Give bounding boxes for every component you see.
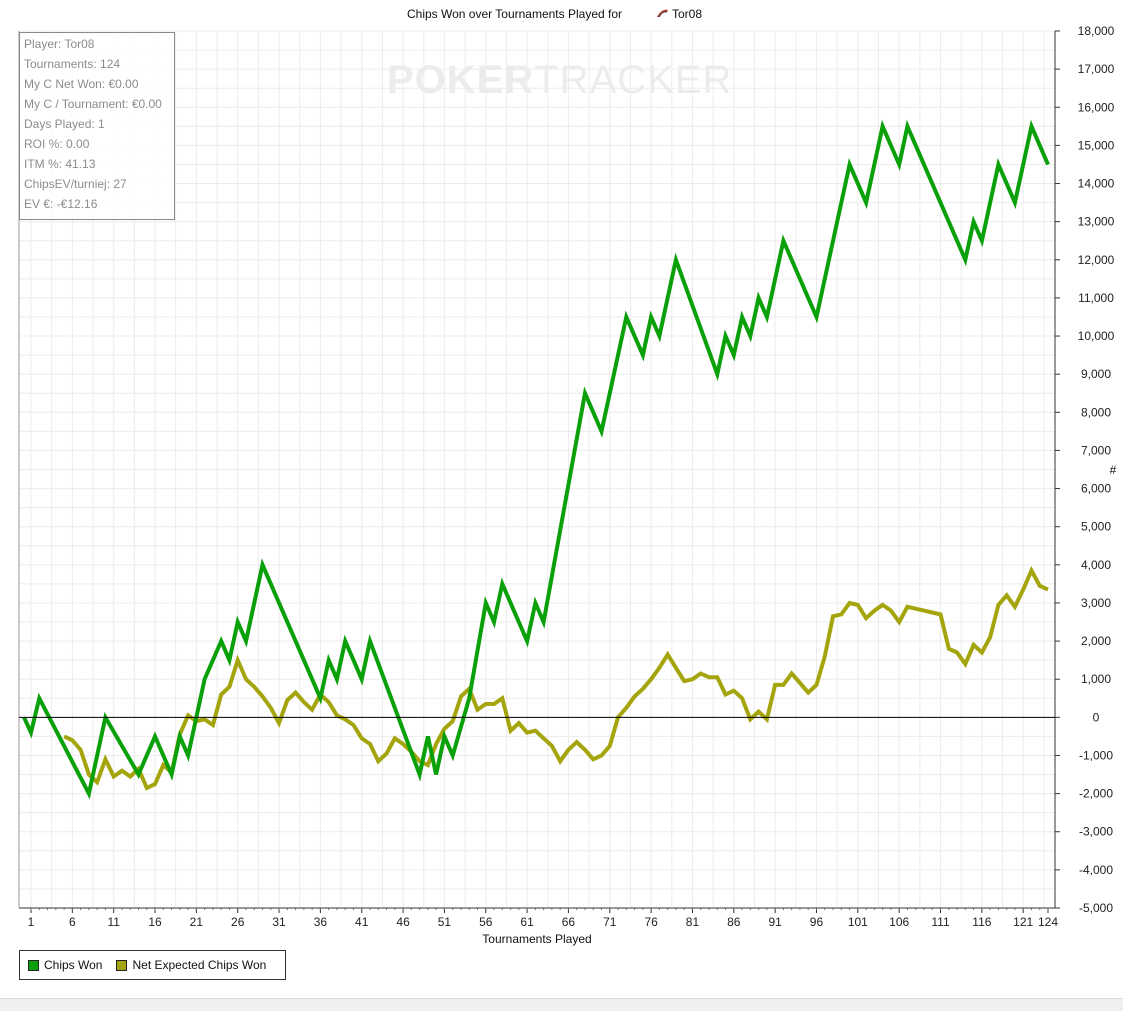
y-tick-label: -2,000 xyxy=(1079,787,1113,801)
y-tick-label: 13,000 xyxy=(1078,215,1115,229)
legend-swatch-chips-won xyxy=(28,959,39,971)
x-tick-label: 116 xyxy=(972,915,991,929)
x-tick-label: 1 xyxy=(28,915,35,929)
x-tick-label: 76 xyxy=(644,915,658,929)
stat-days-played: Days Played: 1 xyxy=(24,117,105,131)
y-tick-label: 14,000 xyxy=(1078,177,1115,191)
y-tick-label: -5,000 xyxy=(1079,901,1113,915)
legend-label-net-expected: Net Expected Chips Won xyxy=(132,958,267,972)
x-axis-label: Tournaments Played xyxy=(482,932,591,946)
x-tick-label: 16 xyxy=(148,915,162,929)
y-tick-label: -1,000 xyxy=(1079,748,1113,762)
y-tick-label: 17,000 xyxy=(1078,62,1115,76)
stats-box: Player: Tor08 Tournaments: 124 My C Net … xyxy=(19,32,175,220)
stat-chips-ev: ChipsEV/turniej: 27 xyxy=(24,177,127,191)
stat-per-tournament: My C / Tournament: €0.00 xyxy=(24,97,162,111)
y-tick-label: 8,000 xyxy=(1081,405,1111,419)
x-tick-label: 41 xyxy=(355,915,369,929)
x-tick-label: 124 xyxy=(1038,915,1058,929)
legend-item-chips-won[interactable]: Chips Won xyxy=(28,958,102,972)
y-tick-label: 7,000 xyxy=(1081,443,1111,457)
x-tick-label: 21 xyxy=(190,915,204,929)
pokertracker-watermark: POKERTRACKER xyxy=(387,58,732,103)
legend: Chips Won Net Expected Chips Won xyxy=(19,950,286,980)
x-tick-label: 31 xyxy=(272,915,286,929)
watermark-right: TRACKER xyxy=(534,58,733,102)
chart-title-text: Chips Won over Tournaments Played for xyxy=(407,7,622,21)
x-tick-label: 56 xyxy=(479,915,493,929)
legend-swatch-net-expected xyxy=(116,959,128,971)
y-tick-label: 1,000 xyxy=(1081,672,1111,686)
y-tick-label: 3,000 xyxy=(1081,596,1111,610)
axes: 1 6 11 16 21 26 31 36 41 46 51 56 61 66 71 76 81 86 91 96 10… xyxy=(18,24,1115,929)
stat-itm: ITM %: 41.13 xyxy=(24,157,96,171)
x-tick-label: 81 xyxy=(686,915,700,929)
y-tick-label: 15,000 xyxy=(1078,138,1115,152)
x-tick-label: 36 xyxy=(314,915,328,929)
series-lines xyxy=(22,119,1050,800)
y-tick-label: -4,000 xyxy=(1079,863,1113,877)
x-tick-label: 106 xyxy=(889,915,909,929)
y-tick-label: 9,000 xyxy=(1081,367,1111,381)
y-tick-label: 4,000 xyxy=(1081,558,1111,572)
y-tick-label: 2,000 xyxy=(1081,634,1111,648)
y-tick-label: 12,000 xyxy=(1078,253,1115,267)
x-tick-label: 26 xyxy=(231,915,245,929)
x-tick-label: 96 xyxy=(810,915,824,929)
y-tick-label: -3,000 xyxy=(1079,825,1113,839)
x-tick-label: 6 xyxy=(69,915,76,929)
x-tick-label: 71 xyxy=(603,915,617,929)
x-tick-label: 101 xyxy=(848,915,868,929)
y-tick-label: 6,000 xyxy=(1081,482,1111,496)
legend-label-chips-won: Chips Won xyxy=(44,958,103,972)
legend-item-net-expected[interactable]: Net Expected Chips Won xyxy=(116,958,266,972)
y-tick-label: 18,000 xyxy=(1078,24,1115,38)
series-line-chips-won xyxy=(22,119,1050,800)
x-tick-label: 111 xyxy=(931,915,950,929)
x-tick-label: 91 xyxy=(768,915,782,929)
status-strip xyxy=(0,998,1123,1011)
y-tick-label: 0 xyxy=(1093,710,1100,724)
x-tick-label: 46 xyxy=(396,915,410,929)
x-tick-label: 121 xyxy=(1013,915,1033,929)
y-axis-label: # xyxy=(1110,463,1117,477)
x-tick-label: 11 xyxy=(107,915,120,929)
y-tick-label: 5,000 xyxy=(1081,520,1111,534)
player-site-icon xyxy=(657,9,668,18)
stat-net-won: My C Net Won: €0.00 xyxy=(24,77,139,91)
x-tick-label: 86 xyxy=(727,915,741,929)
stat-player: Player: Tor08 xyxy=(24,37,95,51)
y-tick-label: 11,000 xyxy=(1078,291,1114,305)
watermark-left: POKER xyxy=(387,58,535,102)
y-tick-label: 16,000 xyxy=(1078,100,1115,114)
chart-title-player: Tor08 xyxy=(672,7,702,21)
stat-roi: ROI %: 0.00 xyxy=(24,137,90,151)
stat-ev: EV €: -€12.16 xyxy=(24,197,98,211)
x-tick-label: 66 xyxy=(562,915,576,929)
x-tick-label: 61 xyxy=(520,915,534,929)
chart-title: Chips Won over Tournaments Played for To… xyxy=(407,7,702,21)
stat-tournaments: Tournaments: 124 xyxy=(24,57,121,71)
series-line-net-expected xyxy=(63,565,1049,791)
x-tick-label: 51 xyxy=(438,915,452,929)
y-tick-label: 10,000 xyxy=(1078,329,1115,343)
